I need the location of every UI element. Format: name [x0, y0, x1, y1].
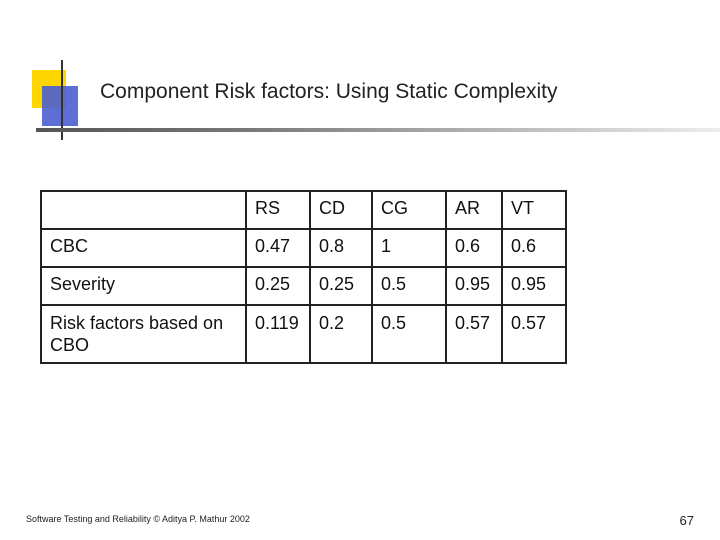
table-cell: 0.6: [445, 228, 503, 268]
table-cell: 0.2: [309, 304, 373, 364]
header-cell: [40, 190, 247, 230]
table-cell: 0.95: [445, 266, 503, 306]
header-cell: AR: [445, 190, 503, 230]
title-underline: [36, 128, 720, 132]
table-cell: 1: [371, 228, 447, 268]
slide-title: Component Risk factors: Using Static Com…: [100, 80, 558, 103]
risk-factor-table: RS CD CG AR VT CBC 0.47 0.8 1 0.6 0.6 Se…: [40, 190, 567, 364]
table-cell: 0.119: [245, 304, 311, 364]
table-cell: 0.5: [371, 304, 447, 364]
header-cell: VT: [501, 190, 567, 230]
row-label-cell: Risk factors based on CBO: [40, 304, 247, 364]
decor-vertical-line: [61, 60, 63, 140]
table-cell: 0.8: [309, 228, 373, 268]
table-row: Severity 0.25 0.25 0.5 0.95 0.95: [40, 266, 567, 306]
table-cell: 0.5: [371, 266, 447, 306]
table-row: Risk factors based on CBO 0.119 0.2 0.5 …: [40, 304, 567, 364]
table-cell: 0.25: [309, 266, 373, 306]
table-header-row: RS CD CG AR VT: [40, 190, 567, 230]
row-label-cell: Severity: [40, 266, 247, 306]
table-cell: 0.6: [501, 228, 567, 268]
slide-footer: Software Testing and Reliability © Adity…: [26, 514, 250, 524]
table-cell: 0.57: [445, 304, 503, 364]
table-cell: 0.57: [501, 304, 567, 364]
row-label-cell: CBC: [40, 228, 247, 268]
decor-blue-square: [42, 86, 78, 126]
table-cell: 0.25: [245, 266, 311, 306]
header-cell: CD: [309, 190, 373, 230]
table-row: CBC 0.47 0.8 1 0.6 0.6: [40, 228, 567, 268]
header-cell: CG: [371, 190, 447, 230]
table-cell: 0.95: [501, 266, 567, 306]
page-number: 67: [679, 513, 694, 528]
table-cell: 0.47: [245, 228, 311, 268]
header-cell: RS: [245, 190, 311, 230]
